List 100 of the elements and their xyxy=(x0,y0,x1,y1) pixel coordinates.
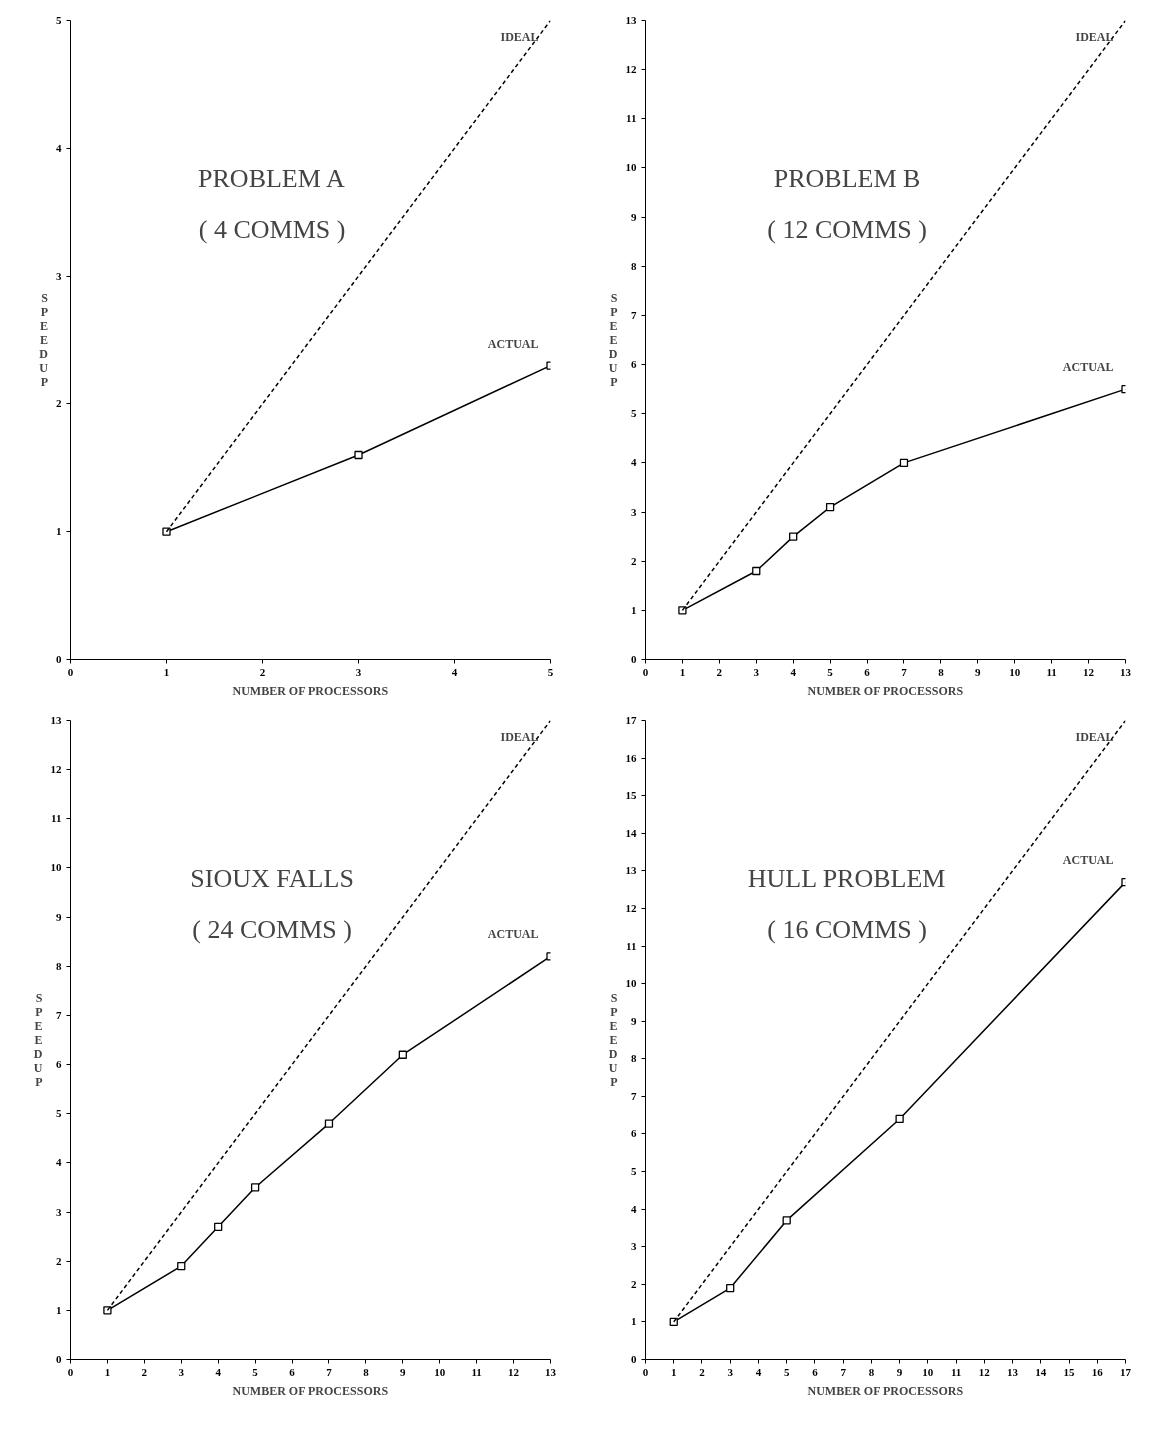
x-tick-label: 14 xyxy=(1035,1365,1047,1378)
x-tick-label: 11 xyxy=(950,1365,962,1378)
y-tick-label: 3 xyxy=(56,269,62,282)
y-tick-label: 1 xyxy=(631,1315,637,1328)
text: SIOUX FALLS xyxy=(190,864,354,894)
y-axis-title: SPEEDUP xyxy=(33,991,43,1089)
y-tick-label: 2 xyxy=(631,1277,637,1290)
text: HULL PROBLEM xyxy=(747,864,946,894)
x-tick-label: 15 xyxy=(1063,1365,1076,1378)
x-tick-label: 9 xyxy=(896,1365,903,1378)
x-tick-label: 1 xyxy=(104,1365,111,1378)
x-tick-label: 1 xyxy=(163,665,170,678)
y-tick-label: 3 xyxy=(631,505,637,518)
x-tick-label: 1 xyxy=(679,665,686,678)
y-tick-label: 7 xyxy=(631,1089,637,1102)
y-axis-title: SPEEDUP xyxy=(39,291,49,389)
x-axis-title: NUMBER OF PROCESSORS xyxy=(807,683,964,698)
y-tick-label: 10 xyxy=(625,977,637,990)
series-label: IDEAL xyxy=(500,729,539,744)
x-tick-label: 4 xyxy=(755,1365,762,1378)
y-tick-label: 15 xyxy=(625,789,637,802)
y-tick-label: 7 xyxy=(56,1008,62,1021)
x-tick-label: 7 xyxy=(840,1365,847,1378)
x-tick-label: 13 xyxy=(545,1365,557,1378)
y-axis-title: SPEEDUP xyxy=(608,291,618,389)
x-axis-title: NUMBER OF PROCESSORS xyxy=(232,1383,389,1398)
x-tick-label: 0 xyxy=(67,665,74,678)
y-tick-label: 9 xyxy=(631,210,637,223)
y-tick-label: 11 xyxy=(626,939,637,952)
x-tick-label: 2 xyxy=(141,1365,148,1378)
x-tick-label: 3 xyxy=(355,665,362,678)
x-tick-label: 5 xyxy=(783,1365,790,1378)
text: PROBLEM A xyxy=(198,164,345,194)
x-tick-label: 4 xyxy=(451,665,458,678)
x-tick-label: 7 xyxy=(901,665,908,678)
text: ( 4 COMMS ) xyxy=(198,215,346,245)
x-tick-label: 6 xyxy=(864,665,871,678)
y-tick-label: 3 xyxy=(56,1205,62,1218)
x-tick-label: 9 xyxy=(400,1365,407,1378)
series-label: ACTUAL xyxy=(487,336,539,351)
y-tick-label: 16 xyxy=(625,751,637,764)
x-axis-title: NUMBER OF PROCESSORS xyxy=(232,683,389,698)
x-tick-label: 10 xyxy=(1009,665,1021,678)
y-tick-label: 8 xyxy=(631,259,637,272)
x-tick-label: 12 xyxy=(978,1365,991,1378)
x-tick-label: 7 xyxy=(326,1365,333,1378)
x-tick-label: 3 xyxy=(178,1365,185,1378)
y-tick-label: 1 xyxy=(56,1303,62,1316)
y-tick-label: 12 xyxy=(625,63,637,76)
y-tick-label: 13 xyxy=(50,714,62,726)
x-tick-label: 5 xyxy=(827,665,834,678)
text: PROBLEM B xyxy=(773,164,921,194)
series-label: IDEAL xyxy=(500,29,539,44)
x-tick-label: 0 xyxy=(642,665,649,678)
x-tick-label: 16 xyxy=(1091,1365,1104,1378)
series-label: ACTUAL xyxy=(487,927,539,942)
y-tick-label: 4 xyxy=(56,141,62,154)
y-tick-label: 8 xyxy=(631,1052,637,1065)
x-axis-title: NUMBER OF PROCESSORS xyxy=(807,1383,964,1398)
y-tick-label: 6 xyxy=(56,1058,62,1071)
y-tick-label: 8 xyxy=(56,959,62,972)
x-tick-label: 5 xyxy=(252,1365,259,1378)
y-tick-label: 17 xyxy=(625,714,637,726)
x-tick-label: 3 xyxy=(727,1365,734,1378)
x-tick-label: 8 xyxy=(363,1365,370,1378)
y-tick-label: 10 xyxy=(50,861,62,874)
x-tick-label: 17 xyxy=(1120,1365,1132,1378)
x-tick-label: 2 xyxy=(259,665,266,678)
x-tick-label: 12 xyxy=(1083,665,1095,678)
x-tick-label: 8 xyxy=(868,1365,875,1378)
y-tick-label: 12 xyxy=(625,901,637,914)
y-tick-label: 0 xyxy=(56,653,62,665)
x-tick-label: 8 xyxy=(938,665,945,678)
text: ( 24 COMMS ) xyxy=(192,915,352,945)
y-tick-label: 11 xyxy=(51,812,62,825)
x-tick-label: 6 xyxy=(289,1365,296,1378)
x-tick-label: 10 xyxy=(434,1365,446,1378)
y-tick-label: 0 xyxy=(631,653,637,665)
x-tick-label: 3 xyxy=(753,665,760,678)
y-tick-label: 7 xyxy=(631,308,637,321)
x-tick-label: 2 xyxy=(716,665,723,678)
y-tick-label: 4 xyxy=(631,1202,637,1215)
y-tick-label: 9 xyxy=(56,910,62,923)
series-label: ACTUAL xyxy=(1062,853,1114,868)
y-tick-label: 14 xyxy=(625,826,637,839)
x-tick-label: 12 xyxy=(508,1365,520,1378)
y-tick-label: 5 xyxy=(56,14,62,26)
x-tick-label: 6 xyxy=(812,1365,819,1378)
y-tick-label: 13 xyxy=(625,864,637,877)
y-tick-label: 3 xyxy=(631,1240,637,1253)
series-label: IDEAL xyxy=(1075,729,1114,744)
y-tick-label: 4 xyxy=(56,1156,62,1169)
x-tick-label: 4 xyxy=(215,1365,222,1378)
text: ( 12 COMMS ) xyxy=(767,215,927,245)
y-tick-label: 6 xyxy=(631,1127,637,1140)
y-tick-label: 6 xyxy=(631,358,637,371)
y-tick-label: 9 xyxy=(631,1014,637,1027)
y-tick-label: 1 xyxy=(56,525,62,538)
series-label: ACTUAL xyxy=(1062,360,1114,375)
x-tick-label: 2 xyxy=(699,1365,706,1378)
